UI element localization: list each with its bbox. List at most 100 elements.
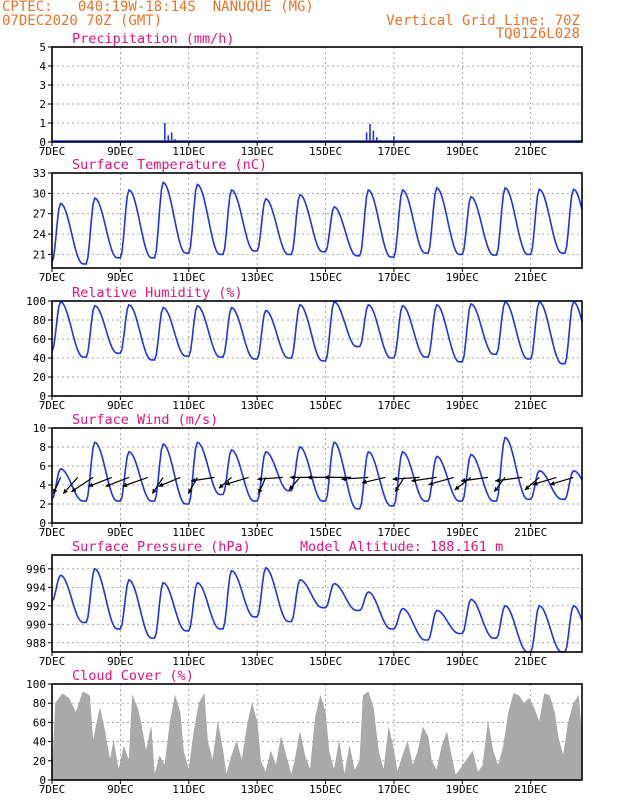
y-tick-label: 60 [33,333,46,346]
y-tick-label: 21 [33,248,46,261]
x-tick-label: 11DEC [172,271,205,284]
x-tick-label: 15DEC [309,783,342,796]
x-tick-label: 7DEC [39,655,66,668]
x-tick-label: 11DEC [172,655,205,668]
wind-arrowhead [290,475,295,480]
header-grid-line: Vertical Grid Line: 70Z [386,13,580,29]
series-line [51,181,583,265]
x-tick-label: 13DEC [241,399,274,412]
wind-arrowhead [191,477,196,483]
wind-vector [495,476,523,482]
x-tick-label: 13DEC [241,271,274,284]
wind-arrowhead [494,486,499,492]
precip-bar [393,136,395,142]
wind-arrowhead [324,475,329,480]
x-tick-label: 21DEC [514,145,547,158]
wind-arrowhead [225,481,231,486]
x-tick-label: 13DEC [241,783,274,796]
y-tick-label: 10 [33,422,46,435]
y-tick-label: 994 [26,581,46,594]
wind-arrowhead [411,478,417,483]
panel-wind: Surface Wind (m/s) 0 2 4 6 8 10 7DEC 9DEC 11DEC 13… [33,412,583,539]
wind-arrowhead [105,482,111,488]
y-tick-label: 33 [33,167,46,180]
panel-title: Surface Wind (m/s) [72,412,218,428]
wind-arrowhead [454,485,460,490]
y-tick-label: 8 [39,441,46,454]
y-tick-label: 2 [39,98,46,111]
x-tick-label: 21DEC [514,271,547,284]
wind-arrowhead [152,488,157,494]
x-tick-label: 19DEC [446,145,479,158]
panel-frame [51,46,583,143]
cloud-area [51,691,583,781]
precip-bar [376,137,378,142]
panel-title: Cloud Cover (%) [72,668,194,684]
x-tick-label: 15DEC [309,145,342,158]
wind-vector [460,476,489,482]
x-tick-label: 17DEC [377,526,410,539]
y-tick-label: 3 [39,79,46,92]
wind-arrowhead [218,483,224,489]
wind-vector [122,476,148,487]
precip-bar [365,132,368,142]
x-tick-label: 15DEC [309,655,342,668]
x-tick-label: 13DEC [241,655,274,668]
x-tick-label: 7DEC [39,399,66,412]
x-tick-label: 21DEC [514,655,547,668]
x-tick-label: 17DEC [377,655,410,668]
wind-arrowhead [52,488,58,494]
x-tick-label: 19DEC [446,399,479,412]
x-tick-label: 9DEC [107,145,134,158]
wind-arrowhead [63,488,68,494]
y-tick-label: 5 [39,41,46,54]
x-tick-label: 17DEC [377,399,410,412]
x-tick-label: 19DEC [446,271,479,284]
header-date: 07DEC2020 70Z (GMT) [2,13,162,29]
y-tick-label: 80 [33,697,46,710]
panel-title: Precipitation (mm/h) [72,31,235,47]
y-tick-label: 40 [33,352,46,365]
wind-arrowhead [460,478,466,483]
wind-arrowhead [188,488,193,494]
wind-arrowhead [122,482,128,488]
y-tick-label: 0 [39,517,46,530]
wind-arrowhead [361,479,367,485]
wind-arrowhead [257,476,263,482]
panel-title: Surface Temperature (nC) [72,157,267,173]
x-tick-label: 17DEC [377,145,410,158]
panel-title: Surface Pressure (hPa) [72,539,251,555]
y-tick-label: 20 [33,755,46,768]
y-tick-label: 30 [33,187,46,200]
panel-frame [51,554,583,653]
header-station: CPTEC: 040:19W-18:14S NANUQUE (MG) [2,0,314,15]
x-tick-label: 21DEC [514,399,547,412]
wind-arrowhead [395,486,400,492]
wind-arrowhead [524,485,530,490]
panel-frame [51,300,583,397]
x-tick-label: 9DEC [107,526,134,539]
wind-arrowhead [158,482,164,487]
wind-arrowhead [392,476,398,482]
x-tick-label: 15DEC [309,271,342,284]
y-tick-label: 80 [33,314,46,327]
panel-frame [51,683,583,781]
x-tick-label: 15DEC [309,399,342,412]
x-tick-label: 13DEC [241,145,274,158]
precip-bar [369,123,371,142]
y-tick-label: 1 [39,117,46,130]
y-tick-label: 20 [33,371,46,384]
x-tick-label: 11DEC [172,399,205,412]
y-tick-label: 4 [39,60,46,73]
x-tick-label: 11DEC [172,526,205,539]
wind-vector [341,476,369,480]
x-tick-label: 11DEC [172,145,205,158]
y-tick-label: 0 [39,390,46,403]
panel-cloud: Cloud Cover (%) 0 20 40 60 80 100 7DEC 9DEC 11DEC… [26,668,583,796]
x-tick-label: 19DEC [446,526,479,539]
series-line [51,566,583,653]
y-tick-label: 27 [33,208,46,221]
y-tick-label: 4 [39,479,46,492]
wind-arrowhead [289,485,294,490]
x-tick-label: 7DEC [39,271,66,284]
